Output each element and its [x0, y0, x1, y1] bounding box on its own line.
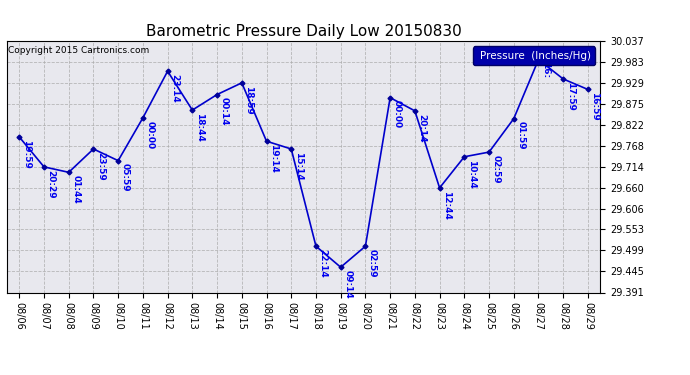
Text: 18:59: 18:59 [244, 86, 253, 114]
Text: 00:00: 00:00 [393, 100, 402, 129]
Text: 10:44: 10:44 [466, 159, 476, 188]
Text: 05:59: 05:59 [121, 164, 130, 192]
Title: Barometric Pressure Daily Low 20150830: Barometric Pressure Daily Low 20150830 [146, 24, 462, 39]
Text: 17:59: 17:59 [566, 82, 575, 111]
Text: 02:59: 02:59 [368, 249, 377, 278]
Text: 01:44: 01:44 [71, 175, 80, 204]
Text: 16:59: 16:59 [591, 92, 600, 121]
Text: 09:14: 09:14 [343, 270, 352, 299]
Text: 12:44: 12:44 [442, 190, 451, 219]
Text: 16:: 16: [541, 62, 550, 78]
Text: 00:00: 00:00 [146, 121, 155, 149]
Text: 20:14: 20:14 [417, 114, 426, 142]
Legend: Pressure  (Inches/Hg): Pressure (Inches/Hg) [473, 46, 595, 65]
Text: 20:29: 20:29 [46, 170, 55, 198]
Text: 23:59: 23:59 [96, 152, 105, 180]
Text: 19:14: 19:14 [269, 144, 278, 173]
Text: Copyright 2015 Cartronics.com: Copyright 2015 Cartronics.com [8, 46, 149, 55]
Text: 19:59: 19:59 [21, 140, 31, 169]
Text: 15:14: 15:14 [294, 152, 303, 180]
Text: 23:14: 23:14 [170, 74, 179, 103]
Text: 02:59: 02:59 [491, 155, 500, 183]
Text: 22:14: 22:14 [318, 249, 328, 278]
Text: 01:59: 01:59 [516, 122, 525, 150]
Text: 00:14: 00:14 [219, 97, 228, 126]
Text: 18:44: 18:44 [195, 113, 204, 142]
